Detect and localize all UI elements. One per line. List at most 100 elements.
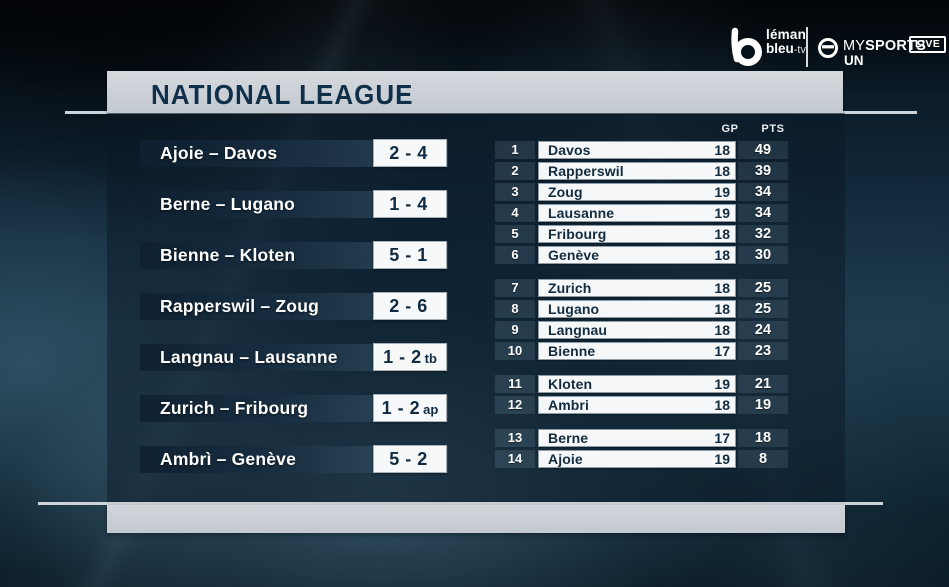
points-cell: 39 bbox=[738, 162, 788, 180]
leman-line1: léman bbox=[766, 27, 807, 42]
match-teams: Bienne – Kloten bbox=[160, 245, 296, 265]
table-row: 5 Fribourg 18 32 bbox=[495, 225, 790, 243]
match-results-list: Ajoie – Davos 2 - 4 Berne – Lugano 1 - 4… bbox=[140, 139, 448, 497]
team-name: Lausanne bbox=[548, 205, 615, 221]
content-panel: Ajoie – Davos 2 - 4 Berne – Lugano 1 - 4… bbox=[107, 113, 845, 503]
match-row: Bienne – Kloten 5 - 1 bbox=[140, 241, 448, 269]
points-cell: 25 bbox=[738, 300, 788, 318]
mysports-my: MY bbox=[843, 38, 866, 54]
match-score: 2 - 6 bbox=[389, 295, 428, 316]
match-row: Langnau – Lausanne 1 - 2 tb bbox=[140, 343, 448, 371]
match-score-box: 5 - 2 bbox=[373, 445, 447, 473]
team-name: Genève bbox=[548, 247, 600, 263]
rank-cell: 6 bbox=[495, 246, 535, 264]
points-cell: 18 bbox=[738, 429, 788, 447]
rank-cell: 11 bbox=[495, 375, 535, 393]
gp-column-header: GP bbox=[721, 123, 739, 135]
games-played: 18 bbox=[714, 226, 730, 242]
live-badge: LIVE bbox=[909, 36, 947, 53]
team-name: Bienne bbox=[548, 343, 596, 359]
match-score-box: 2 - 6 bbox=[373, 292, 447, 320]
team-cell: Lausanne 19 bbox=[538, 204, 736, 222]
team-cell: Ambri 18 bbox=[538, 396, 736, 414]
team-cell: Genève 18 bbox=[538, 246, 736, 264]
table-row: 6 Genève 18 30 bbox=[495, 246, 790, 264]
match-score-box: 2 - 4 bbox=[373, 139, 447, 167]
leman-bleu-b-icon bbox=[731, 27, 762, 66]
match-score-box: 1 - 2 tb bbox=[373, 343, 447, 371]
games-played: 18 bbox=[714, 163, 730, 179]
match-row: Ajoie – Davos 2 - 4 bbox=[140, 139, 448, 167]
team-cell: Bienne 17 bbox=[538, 342, 736, 360]
rank-cell: 9 bbox=[495, 321, 535, 339]
games-played: 19 bbox=[714, 184, 730, 200]
team-cell: Lugano 18 bbox=[538, 300, 736, 318]
title-bar: NATIONAL LEAGUE bbox=[107, 71, 843, 113]
games-played: 18 bbox=[714, 280, 730, 296]
table-row: 4 Lausanne 19 34 bbox=[495, 204, 790, 222]
brand-divider-line bbox=[806, 27, 808, 67]
points-cell: 19 bbox=[738, 396, 788, 414]
games-played: 18 bbox=[714, 247, 730, 263]
rank-cell: 4 bbox=[495, 204, 535, 222]
match-score: 2 - 4 bbox=[389, 142, 428, 163]
team-cell: Ajoie 19 bbox=[538, 450, 736, 468]
standings-group-playoff: 1 Davos 18 49 2 Rapperswil 18 39 bbox=[495, 141, 790, 264]
points-cell: 34 bbox=[738, 183, 788, 201]
match-score-suffix: tb bbox=[424, 350, 437, 366]
match-teams: Zurich – Fribourg bbox=[160, 398, 309, 418]
rank-cell: 1 bbox=[495, 141, 535, 159]
rank-cell: 5 bbox=[495, 225, 535, 243]
leman-bleu-wordmark: léman bleu-tv bbox=[766, 28, 806, 57]
match-row: Berne – Lugano 1 - 4 bbox=[140, 190, 448, 218]
points-cell: 49 bbox=[738, 141, 788, 159]
standings-group-playin: 7 Zurich 18 25 8 Lugano 18 25 9 bbox=[495, 279, 790, 360]
page-title: NATIONAL LEAGUE bbox=[151, 78, 414, 111]
rank-cell: 14 bbox=[495, 450, 535, 468]
points-cell: 32 bbox=[738, 225, 788, 243]
games-played: 17 bbox=[714, 343, 730, 359]
games-played: 19 bbox=[714, 451, 730, 467]
standings-header: GP PTS bbox=[495, 122, 790, 138]
games-played: 18 bbox=[714, 142, 730, 158]
points-cell: 24 bbox=[738, 321, 788, 339]
match-teams: Berne – Lugano bbox=[160, 194, 296, 214]
match-teams: Ambrì – Genève bbox=[160, 449, 297, 469]
rank-cell: 7 bbox=[495, 279, 535, 297]
match-score-box: 1 - 2 ap bbox=[373, 394, 447, 422]
table-row: 14 Ajoie 19 8 bbox=[495, 450, 790, 468]
table-row: 10 Bienne 17 23 bbox=[495, 342, 790, 360]
match-teams: Rapperswil – Zoug bbox=[160, 296, 319, 316]
team-name: Rapperswil bbox=[548, 163, 624, 179]
match-score-suffix: ap bbox=[423, 401, 439, 417]
table-row: 3 Zoug 19 34 bbox=[495, 183, 790, 201]
table-row: 12 Ambri 18 19 bbox=[495, 396, 790, 414]
points-cell: 8 bbox=[738, 450, 788, 468]
mysports-circle-icon bbox=[818, 38, 838, 58]
rank-cell: 12 bbox=[495, 396, 535, 414]
match-score: 1 - 4 bbox=[389, 193, 428, 214]
leman-line2-bold: bleu bbox=[766, 41, 794, 56]
games-played: 19 bbox=[714, 205, 730, 221]
match-row: Zurich – Fribourg 1 - 2 ap bbox=[140, 394, 448, 422]
table-row: 9 Langnau 18 24 bbox=[495, 321, 790, 339]
match-score-box: 1 - 4 bbox=[373, 190, 447, 218]
match-score: 1 - 2 bbox=[381, 397, 421, 418]
table-row: 2 Rapperswil 18 39 bbox=[495, 162, 790, 180]
table-row: 13 Berne 17 18 bbox=[495, 429, 790, 447]
team-cell: Langnau 18 bbox=[538, 321, 736, 339]
points-cell: 34 bbox=[738, 204, 788, 222]
games-played: 18 bbox=[714, 397, 730, 413]
team-name: Fribourg bbox=[548, 226, 607, 242]
points-cell: 21 bbox=[738, 375, 788, 393]
team-cell: Rapperswil 18 bbox=[538, 162, 736, 180]
team-name: Ambri bbox=[548, 397, 589, 413]
broadcaster-branding: léman bleu-tv MYSPORTS UN LIVE bbox=[710, 20, 949, 76]
points-cell: 25 bbox=[738, 279, 788, 297]
rank-cell: 3 bbox=[495, 183, 535, 201]
leman-line2-light: -tv bbox=[793, 44, 806, 56]
team-name: Kloten bbox=[548, 376, 593, 392]
team-name: Zoug bbox=[548, 184, 583, 200]
bottom-bar bbox=[107, 505, 845, 533]
